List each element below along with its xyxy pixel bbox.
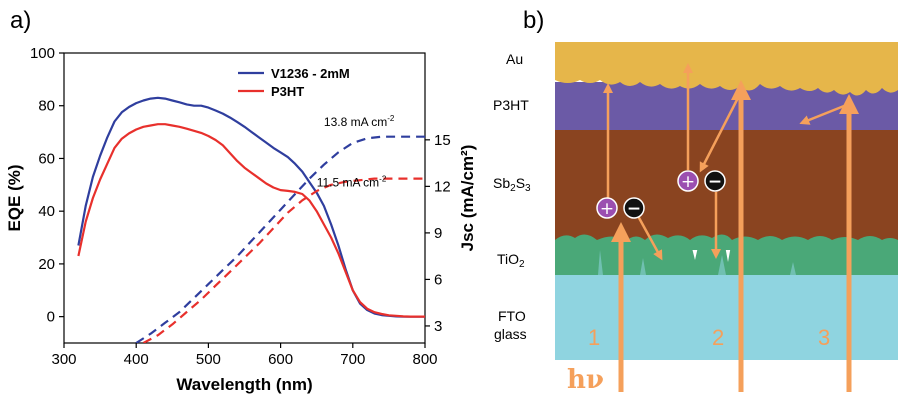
tio2-top-edge: [555, 234, 898, 250]
eqe-chart: 300 400 500 600 700 800 0 20 40 60 80 100 3 6 9 12 15 Wav…: [5, 45, 477, 394]
path-number-3: 3: [818, 325, 830, 350]
panel-b-diagram: b) Au P3HT Sb2S3 TiO2 FTO glass: [493, 7, 898, 395]
hole-1: [596, 197, 618, 219]
y-axis-label: EQE (%): [5, 164, 24, 231]
series-1-line: [77, 123, 425, 318]
plot-frame: [63, 52, 426, 344]
layer-label-p3ht: P3HT: [493, 97, 529, 113]
sb2s3-layer: [555, 130, 898, 240]
path-number-1: 1: [588, 325, 600, 350]
y-tick-label-20: 20: [38, 256, 55, 273]
reflection-path-2: [699, 91, 743, 173]
x-axis-label: Wavelength (nm): [176, 375, 312, 394]
y2-axis-label: Jsc (mA/cm²): [458, 145, 477, 252]
series-2-line: [135, 135, 425, 343]
legend-entry-1: P3HT: [271, 84, 304, 99]
y2-tick-label-9: 9: [434, 225, 442, 242]
layer-label-sb2s3: Sb2S3: [493, 175, 531, 194]
electron-1: [623, 197, 645, 219]
panel-a-chart: a) 300 400 500 600 700 800 0 20 40 60 80 100 3 6 9 12 15…: [5, 7, 477, 394]
reflection-path-3: [799, 102, 850, 125]
au-layer: [555, 42, 898, 96]
panel-b-label: b): [523, 7, 544, 34]
y-tick-label-60: 60: [38, 150, 55, 167]
x-tick-label-800: 800: [412, 351, 437, 368]
x-tick-label-700: 700: [340, 351, 365, 368]
jsc-annotation-0: 13.8 mA cm-2: [324, 114, 395, 129]
layer-label-tio2: TiO2: [497, 251, 525, 270]
hv-label: hν: [567, 365, 604, 395]
panel-a-label: a): [10, 7, 31, 34]
electron-2: [704, 170, 726, 192]
carrier-arrows: [603, 63, 850, 261]
y-tick-label-0: 0: [47, 309, 55, 326]
y-tick-label-80: 80: [38, 98, 55, 115]
y-tick-label-100: 100: [30, 45, 55, 62]
layer-label-glass: glass: [494, 326, 527, 342]
legend-entry-0: V1236 - 2mM: [271, 66, 350, 81]
hole-2: [677, 170, 699, 192]
x-tick-label-500: 500: [196, 351, 221, 368]
series-3-line: [142, 177, 425, 343]
fto-glass-layer: [555, 275, 898, 360]
y2-tick-label-3: 3: [434, 318, 442, 335]
hole-2-sign: +: [681, 172, 695, 192]
x-tick-label-600: 600: [268, 351, 293, 368]
series-0-line: [77, 96, 425, 318]
electron-1-sign: −: [627, 199, 641, 219]
electron-2-sign: −: [708, 172, 722, 192]
jsc-annotation-1: 11.5 mA cm-2: [317, 174, 387, 189]
carrier-pair-2: + −: [677, 170, 726, 192]
y2-tick-label-6: 6: [434, 271, 442, 288]
path-number-2: 2: [712, 325, 724, 350]
x-tick-label-400: 400: [124, 351, 149, 368]
hole-1-sign: +: [600, 199, 614, 219]
x-tick-label-300: 300: [51, 351, 76, 368]
carrier-pair-1: + −: [596, 197, 645, 219]
layer-label-fto: FTO: [498, 308, 526, 324]
electron-path-1: [636, 215, 663, 261]
y2-tick-label-15: 15: [434, 132, 451, 149]
layer-label-au: Au: [506, 51, 523, 67]
y-tick-label-40: 40: [38, 203, 55, 220]
y2-tick-label-12: 12: [434, 178, 451, 195]
light-arrows: [611, 80, 859, 392]
